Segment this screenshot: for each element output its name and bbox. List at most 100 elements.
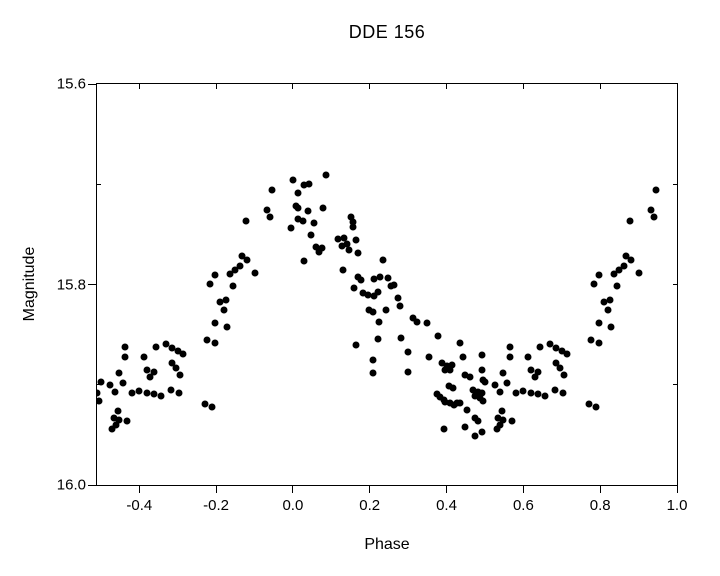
- data-point: [536, 343, 544, 351]
- data-point: [238, 252, 246, 260]
- data-point: [600, 298, 608, 305]
- data-point: [446, 399, 454, 407]
- data-point: [469, 386, 477, 394]
- data-point: [201, 400, 209, 408]
- y-axis-minor-tick: [97, 183, 101, 185]
- data-point: [534, 368, 542, 376]
- figure-title: DDE 156: [348, 22, 426, 42]
- data-point: [440, 425, 447, 433]
- data-point: [478, 351, 485, 359]
- data-point: [463, 406, 470, 414]
- data-point: [150, 390, 158, 398]
- data-point: [338, 242, 346, 250]
- data-point: [652, 186, 660, 194]
- data-point: [448, 361, 455, 369]
- data-point: [494, 414, 502, 422]
- data-point: [606, 296, 614, 303]
- x-tick-label: -0.4: [126, 497, 153, 514]
- data-point: [556, 364, 564, 372]
- data-point: [319, 204, 327, 212]
- data-point: [226, 270, 234, 277]
- data-point: [231, 266, 239, 273]
- data-point: [108, 425, 116, 433]
- data-point: [506, 343, 513, 351]
- data-point: [413, 318, 421, 326]
- data-point: [563, 350, 571, 358]
- data-point: [143, 389, 151, 397]
- data-point: [307, 231, 315, 239]
- data-point: [466, 373, 474, 381]
- data-point: [140, 353, 148, 361]
- data-point: [635, 269, 643, 276]
- data-point: [111, 388, 119, 396]
- data-point: [443, 362, 450, 370]
- x-axis-mirror-tick: [292, 84, 294, 89]
- data-point: [370, 292, 378, 299]
- x-axis-mirror-tick: [522, 84, 524, 89]
- data-point: [294, 204, 302, 212]
- data-point: [506, 353, 513, 361]
- data-point: [242, 217, 250, 225]
- data-point: [354, 249, 362, 257]
- data-point: [216, 298, 224, 305]
- x-axis-mirror-tick: [446, 84, 447, 89]
- x-axis-tick: [369, 486, 371, 493]
- data-point: [441, 398, 449, 406]
- data-point: [595, 271, 603, 278]
- data-point: [146, 373, 154, 381]
- data-point: [143, 366, 151, 374]
- data-point: [499, 416, 507, 424]
- x-axis-tick: [676, 486, 678, 493]
- data-point: [312, 243, 320, 251]
- data-point: [349, 218, 357, 226]
- data-point: [294, 215, 302, 223]
- data-point: [266, 213, 274, 221]
- x-axis-mirror-tick: [676, 84, 677, 89]
- y-axis-tick: [88, 484, 96, 486]
- data-point: [352, 341, 360, 349]
- data-point: [404, 368, 412, 376]
- data-point: [610, 270, 618, 277]
- data-point: [334, 235, 342, 243]
- data-point: [382, 306, 390, 314]
- y-axis-minor-tick: [97, 384, 101, 386]
- data-point: [456, 339, 464, 347]
- data-point: [552, 344, 560, 352]
- x-tick-label: -0.2: [203, 497, 230, 514]
- data-point: [404, 348, 412, 356]
- data-point: [471, 392, 479, 400]
- data-point: [157, 392, 165, 400]
- x-axis-label: Phase: [364, 536, 410, 553]
- data-point: [441, 366, 449, 374]
- data-point: [433, 390, 440, 398]
- data-point: [150, 368, 158, 376]
- y-axis-tick: [88, 83, 96, 85]
- x-tick-label: 0.0: [282, 497, 304, 514]
- data-point: [384, 274, 392, 281]
- data-point: [287, 224, 295, 232]
- data-point: [115, 416, 123, 424]
- data-point: [318, 244, 326, 252]
- data-point: [626, 217, 634, 225]
- data-point: [496, 421, 504, 429]
- data-point: [340, 234, 348, 242]
- y-tick-label: 15.6: [56, 75, 86, 93]
- data-point: [305, 180, 313, 188]
- x-axis-tick: [599, 486, 601, 493]
- data-point: [376, 273, 384, 280]
- x-axis-mirror-tick: [215, 84, 217, 89]
- data-point: [534, 390, 542, 398]
- data-point: [474, 388, 482, 396]
- data-point: [168, 344, 176, 352]
- data-point: [345, 246, 353, 254]
- data-point: [359, 289, 367, 296]
- data-point: [559, 389, 567, 397]
- data-point: [97, 397, 102, 405]
- data-point: [461, 423, 469, 431]
- data-point: [352, 236, 360, 244]
- data-point: [229, 282, 237, 289]
- x-tick-label: 0.6: [512, 497, 534, 514]
- data-point: [622, 252, 630, 260]
- data-point: [479, 376, 487, 384]
- data-point: [595, 319, 603, 327]
